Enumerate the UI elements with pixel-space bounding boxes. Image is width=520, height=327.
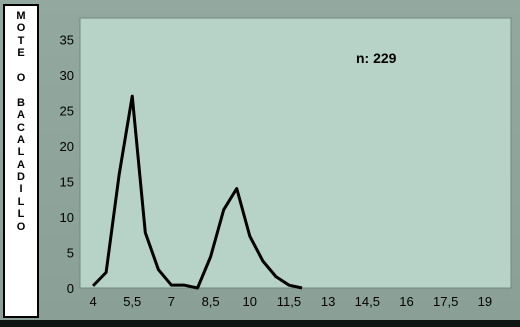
x-tick-label: 4 bbox=[89, 294, 96, 309]
series-layer bbox=[91, 94, 303, 290]
y-tick-label: 35 bbox=[60, 32, 74, 47]
sample-size-annotation: n: 229 bbox=[356, 50, 397, 66]
x-tick-label: 8,5 bbox=[202, 294, 220, 309]
x-tick-label: 14,5 bbox=[355, 294, 380, 309]
x-tick-label: 19 bbox=[478, 294, 492, 309]
y-tick-label: 10 bbox=[60, 210, 74, 225]
y-tick-label: 20 bbox=[60, 139, 74, 154]
series-line bbox=[91, 94, 303, 290]
side-label-letter: A bbox=[17, 109, 25, 122]
y-tick-label: 30 bbox=[60, 68, 74, 83]
x-tick-label: 16 bbox=[399, 294, 413, 309]
side-label-letter: O bbox=[16, 22, 26, 35]
y-tick-label: 0 bbox=[67, 281, 74, 296]
x-tick-label: 7 bbox=[168, 294, 175, 309]
side-label-letter: L bbox=[17, 195, 25, 208]
side-label-letter: E bbox=[17, 47, 25, 60]
side-label-letter: T bbox=[17, 34, 25, 47]
x-axis: 4 5,5 7 8,5 10 11,5 13 14,5 16 17,5 19 bbox=[89, 294, 492, 309]
side-label-letter: M bbox=[16, 10, 26, 22]
bottom-bar bbox=[0, 320, 520, 327]
plot-area bbox=[79, 17, 512, 289]
side-label-letter: L bbox=[17, 146, 25, 159]
side-label-letter: C bbox=[17, 121, 25, 134]
y-axis: 0 5 10 15 20 25 30 35 bbox=[60, 32, 74, 296]
side-label-letter: I bbox=[19, 183, 23, 196]
side-label-letter: A bbox=[17, 133, 25, 146]
side-label-letter: A bbox=[17, 158, 25, 171]
x-tick-label: 17,5 bbox=[433, 294, 458, 309]
y-tick-label: 25 bbox=[60, 103, 74, 118]
x-tick-label: 5,5 bbox=[123, 294, 141, 309]
side-label-letter: O bbox=[16, 71, 26, 84]
x-tick-label: 10 bbox=[243, 294, 257, 309]
side-label-letter: D bbox=[17, 171, 25, 184]
side-label-letter: B bbox=[17, 96, 25, 109]
x-tick-label: 13 bbox=[321, 294, 335, 309]
side-label-letter: L bbox=[17, 208, 25, 221]
y-tick-label: 15 bbox=[60, 174, 74, 189]
y-tick-label: 5 bbox=[67, 245, 74, 260]
side-label-letter: O bbox=[16, 220, 26, 233]
x-tick-label: 11,5 bbox=[277, 294, 301, 309]
